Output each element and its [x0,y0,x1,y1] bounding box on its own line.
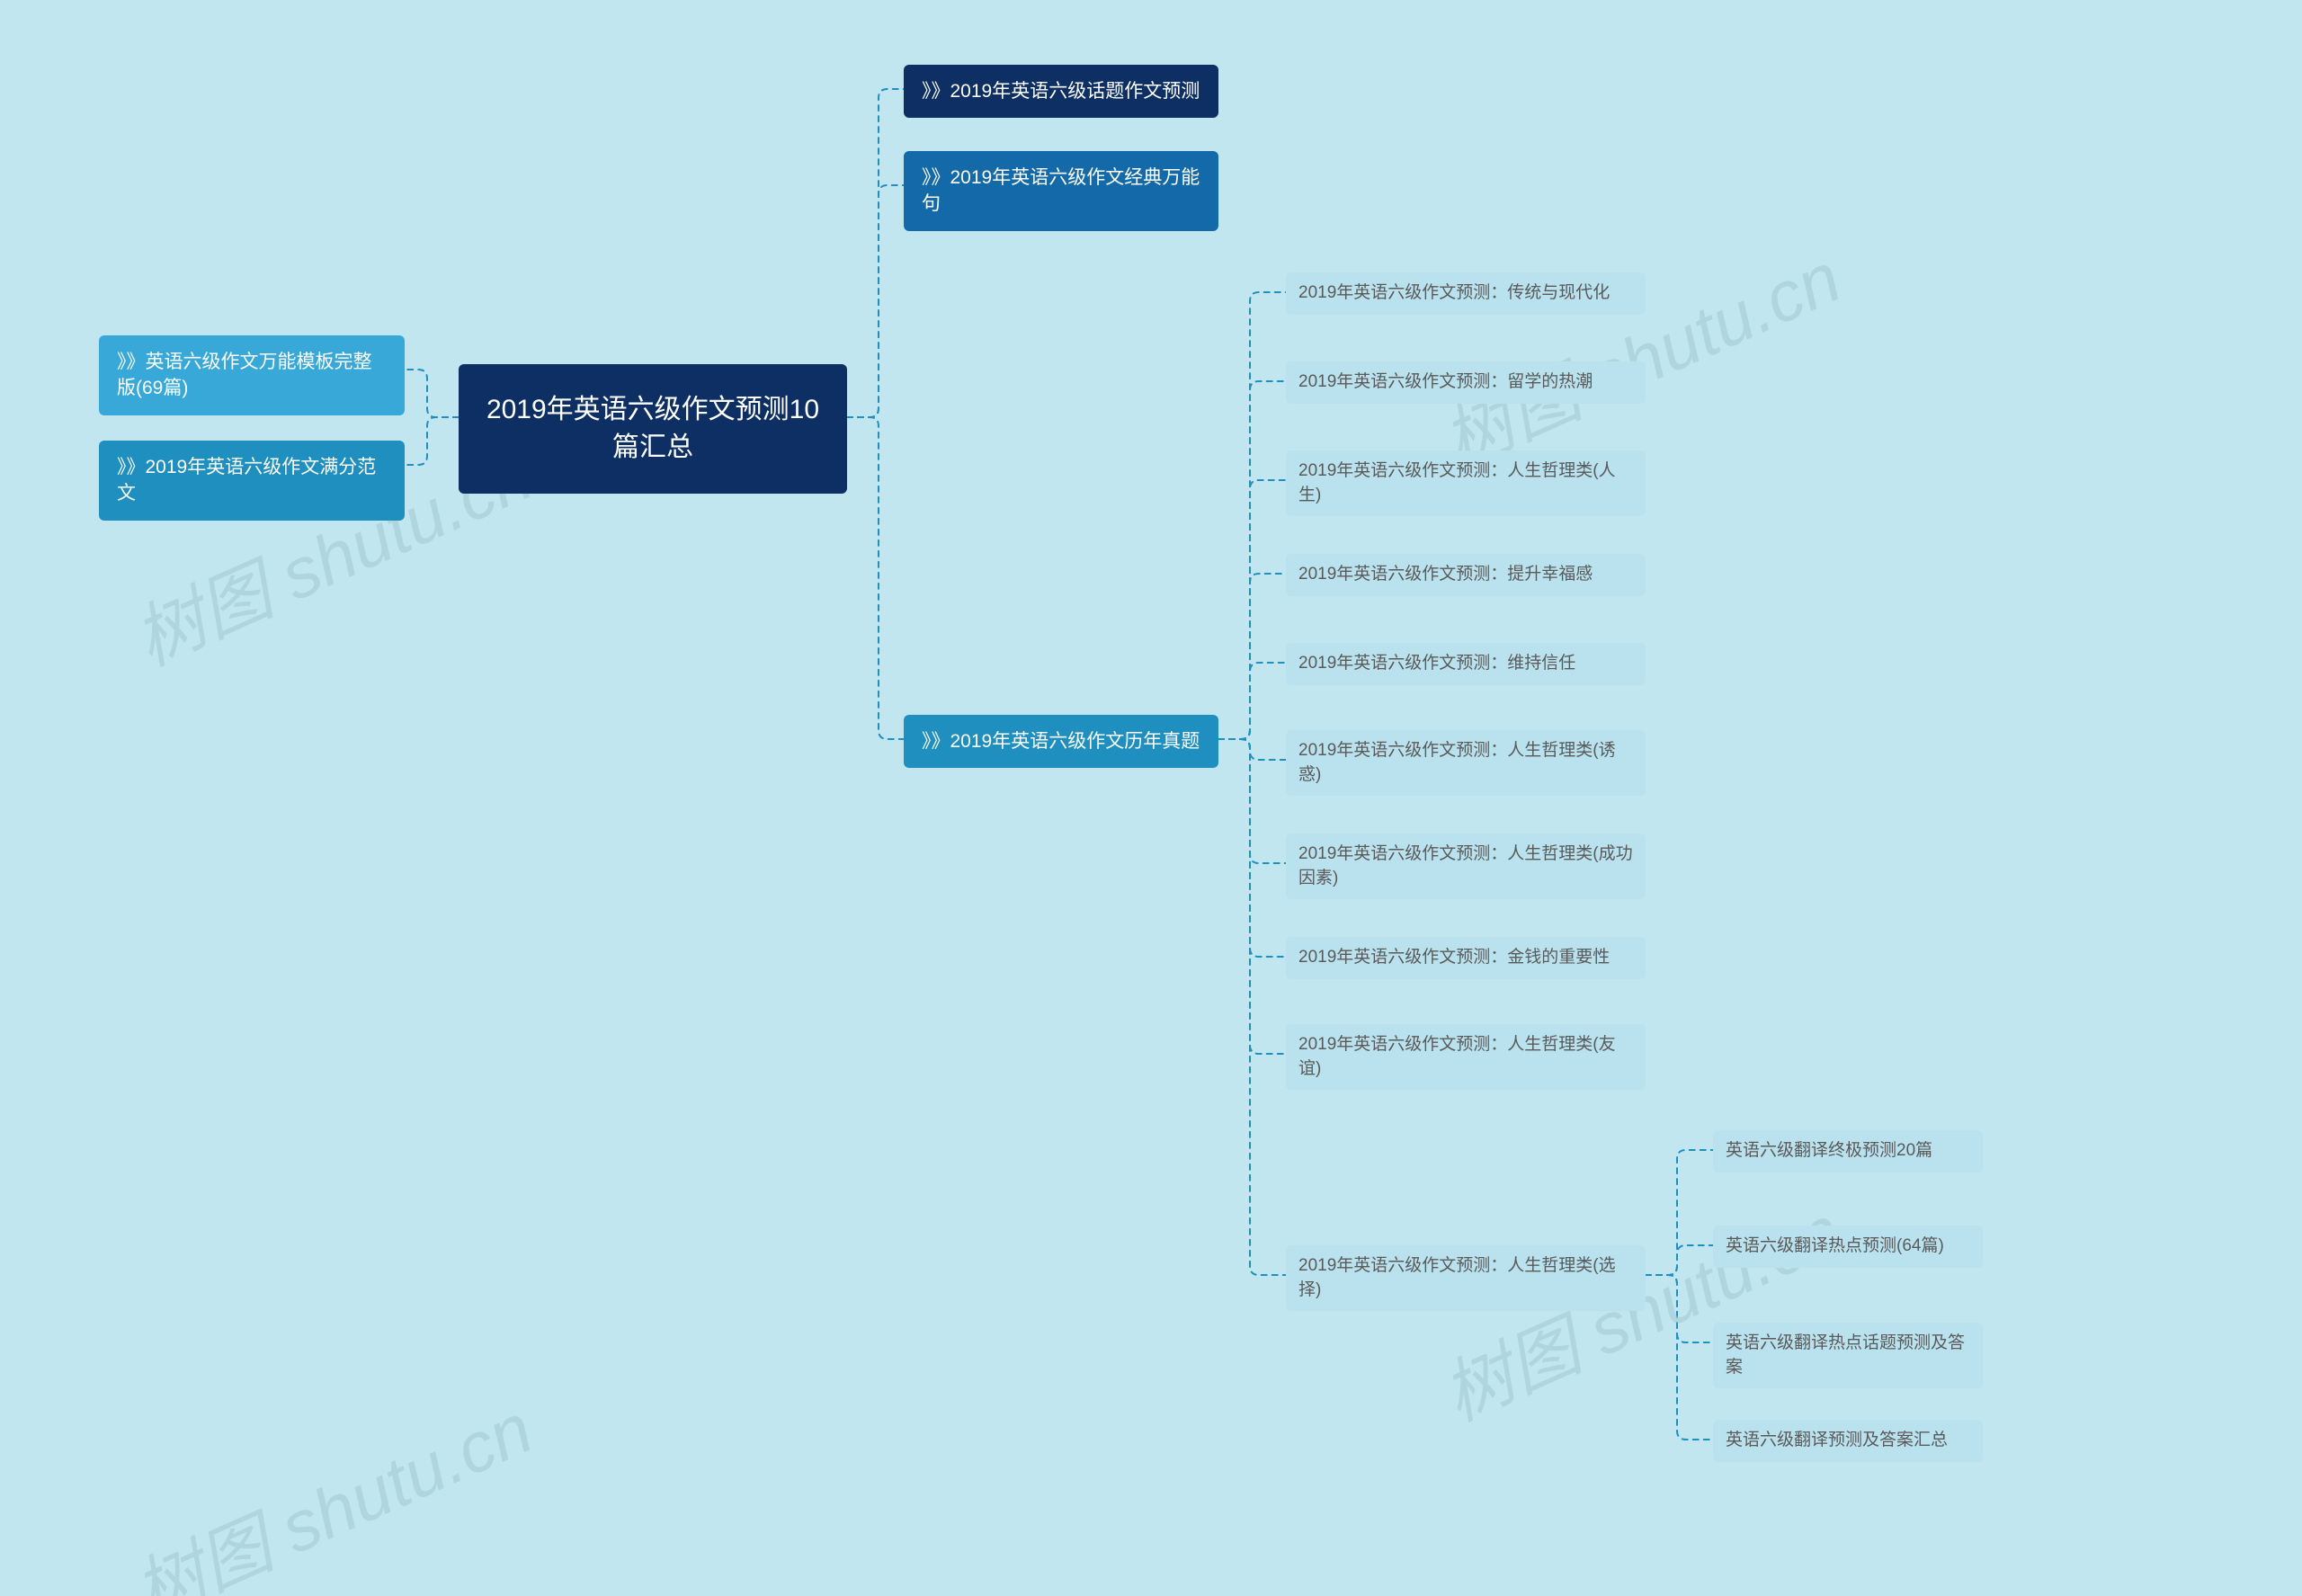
leaf-r3c7-label: 2019年英语六级作文预测：人生哲理类(成功因素) [1298,844,1633,887]
leaf-r3c2[interactable]: 2019年英语六级作文预测：留学的热潮 [1286,361,1646,404]
watermark: 树图 shutu.cn [116,1373,545,1596]
leaf-r3c10[interactable]: 2019年英语六级作文预测：人生哲理类(选择) [1286,1245,1646,1311]
leaf-r3c5[interactable]: 2019年英语六级作文预测：维持信任 [1286,643,1646,685]
leaf-r3c10a-label: 英语六级翻译终极预测20篇 [1726,1141,1932,1160]
branch-r2-label: 》》2019年英语六级作文经典万能句 [922,167,1200,214]
leaf-r3c6[interactable]: 2019年英语六级作文预测：人生哲理类(诱惑) [1286,730,1646,796]
branch-l1-label: 》》英语六级作文万能模板完整版(69篇) [117,352,372,398]
leaf-r3c4[interactable]: 2019年英语六级作文预测：提升幸福感 [1286,554,1646,596]
branch-r3[interactable]: 》》2019年英语六级作文历年真题 [904,715,1218,768]
branch-r1-label: 》》2019年英语六级话题作文预测 [922,81,1200,102]
leaf-r3c9-label: 2019年英语六级作文预测：人生哲理类(友谊) [1298,1035,1616,1078]
branch-l2-label: 》》2019年英语六级作文满分范文 [117,457,376,504]
watermark: 树图 shutu.cn [1424,222,1853,487]
leaf-r3c8-label: 2019年英语六级作文预测：金钱的重要性 [1298,948,1610,967]
leaf-r3c1[interactable]: 2019年英语六级作文预测：传统与现代化 [1286,272,1646,315]
leaf-r3c8[interactable]: 2019年英语六级作文预测：金钱的重要性 [1286,937,1646,979]
branch-l2[interactable]: 》》2019年英语六级作文满分范文 [99,441,405,521]
leaf-r3c5-label: 2019年英语六级作文预测：维持信任 [1298,654,1575,673]
mindmap-canvas: 树图 shutu.cn树图 shutu.cn树图 shutu.cn树图 shut… [0,0,2302,1596]
leaf-r3c1-label: 2019年英语六级作文预测：传统与现代化 [1298,283,1610,302]
leaf-r3c10c[interactable]: 英语六级翻译热点话题预测及答案 [1713,1323,1983,1388]
leaf-r3c10c-label: 英语六级翻译热点话题预测及答案 [1726,1333,1965,1377]
root-node[interactable]: 2019年英语六级作文预测10篇汇总 [459,364,847,494]
leaf-r3c10b-label: 英语六级翻译热点预测(64篇) [1726,1236,1944,1255]
leaf-r3c9[interactable]: 2019年英语六级作文预测：人生哲理类(友谊) [1286,1024,1646,1090]
branch-l1[interactable]: 》》英语六级作文万能模板完整版(69篇) [99,335,405,415]
root-node-label: 2019年英语六级作文预测10篇汇总 [486,395,819,462]
leaf-r3c7[interactable]: 2019年英语六级作文预测：人生哲理类(成功因素) [1286,834,1646,899]
leaf-r3c10b[interactable]: 英语六级翻译热点预测(64篇) [1713,1226,1983,1268]
leaf-r3c10d[interactable]: 英语六级翻译预测及答案汇总 [1713,1420,1983,1462]
leaf-r3c10-label: 2019年英语六级作文预测：人生哲理类(选择) [1298,1256,1616,1299]
leaf-r3c4-label: 2019年英语六级作文预测：提升幸福感 [1298,565,1593,584]
branch-r3-label: 》》2019年英语六级作文历年真题 [922,731,1200,752]
branch-r1[interactable]: 》》2019年英语六级话题作文预测 [904,65,1218,118]
leaf-r3c2-label: 2019年英语六级作文预测：留学的热潮 [1298,372,1593,391]
leaf-r3c3[interactable]: 2019年英语六级作文预测：人生哲理类(人生) [1286,450,1646,516]
leaf-r3c6-label: 2019年英语六级作文预测：人生哲理类(诱惑) [1298,741,1616,784]
leaf-r3c10d-label: 英语六级翻译预测及答案汇总 [1726,1431,1948,1449]
branch-r2[interactable]: 》》2019年英语六级作文经典万能句 [904,151,1218,231]
leaf-r3c3-label: 2019年英语六级作文预测：人生哲理类(人生) [1298,461,1616,504]
leaf-r3c10a[interactable]: 英语六级翻译终极预测20篇 [1713,1130,1983,1172]
